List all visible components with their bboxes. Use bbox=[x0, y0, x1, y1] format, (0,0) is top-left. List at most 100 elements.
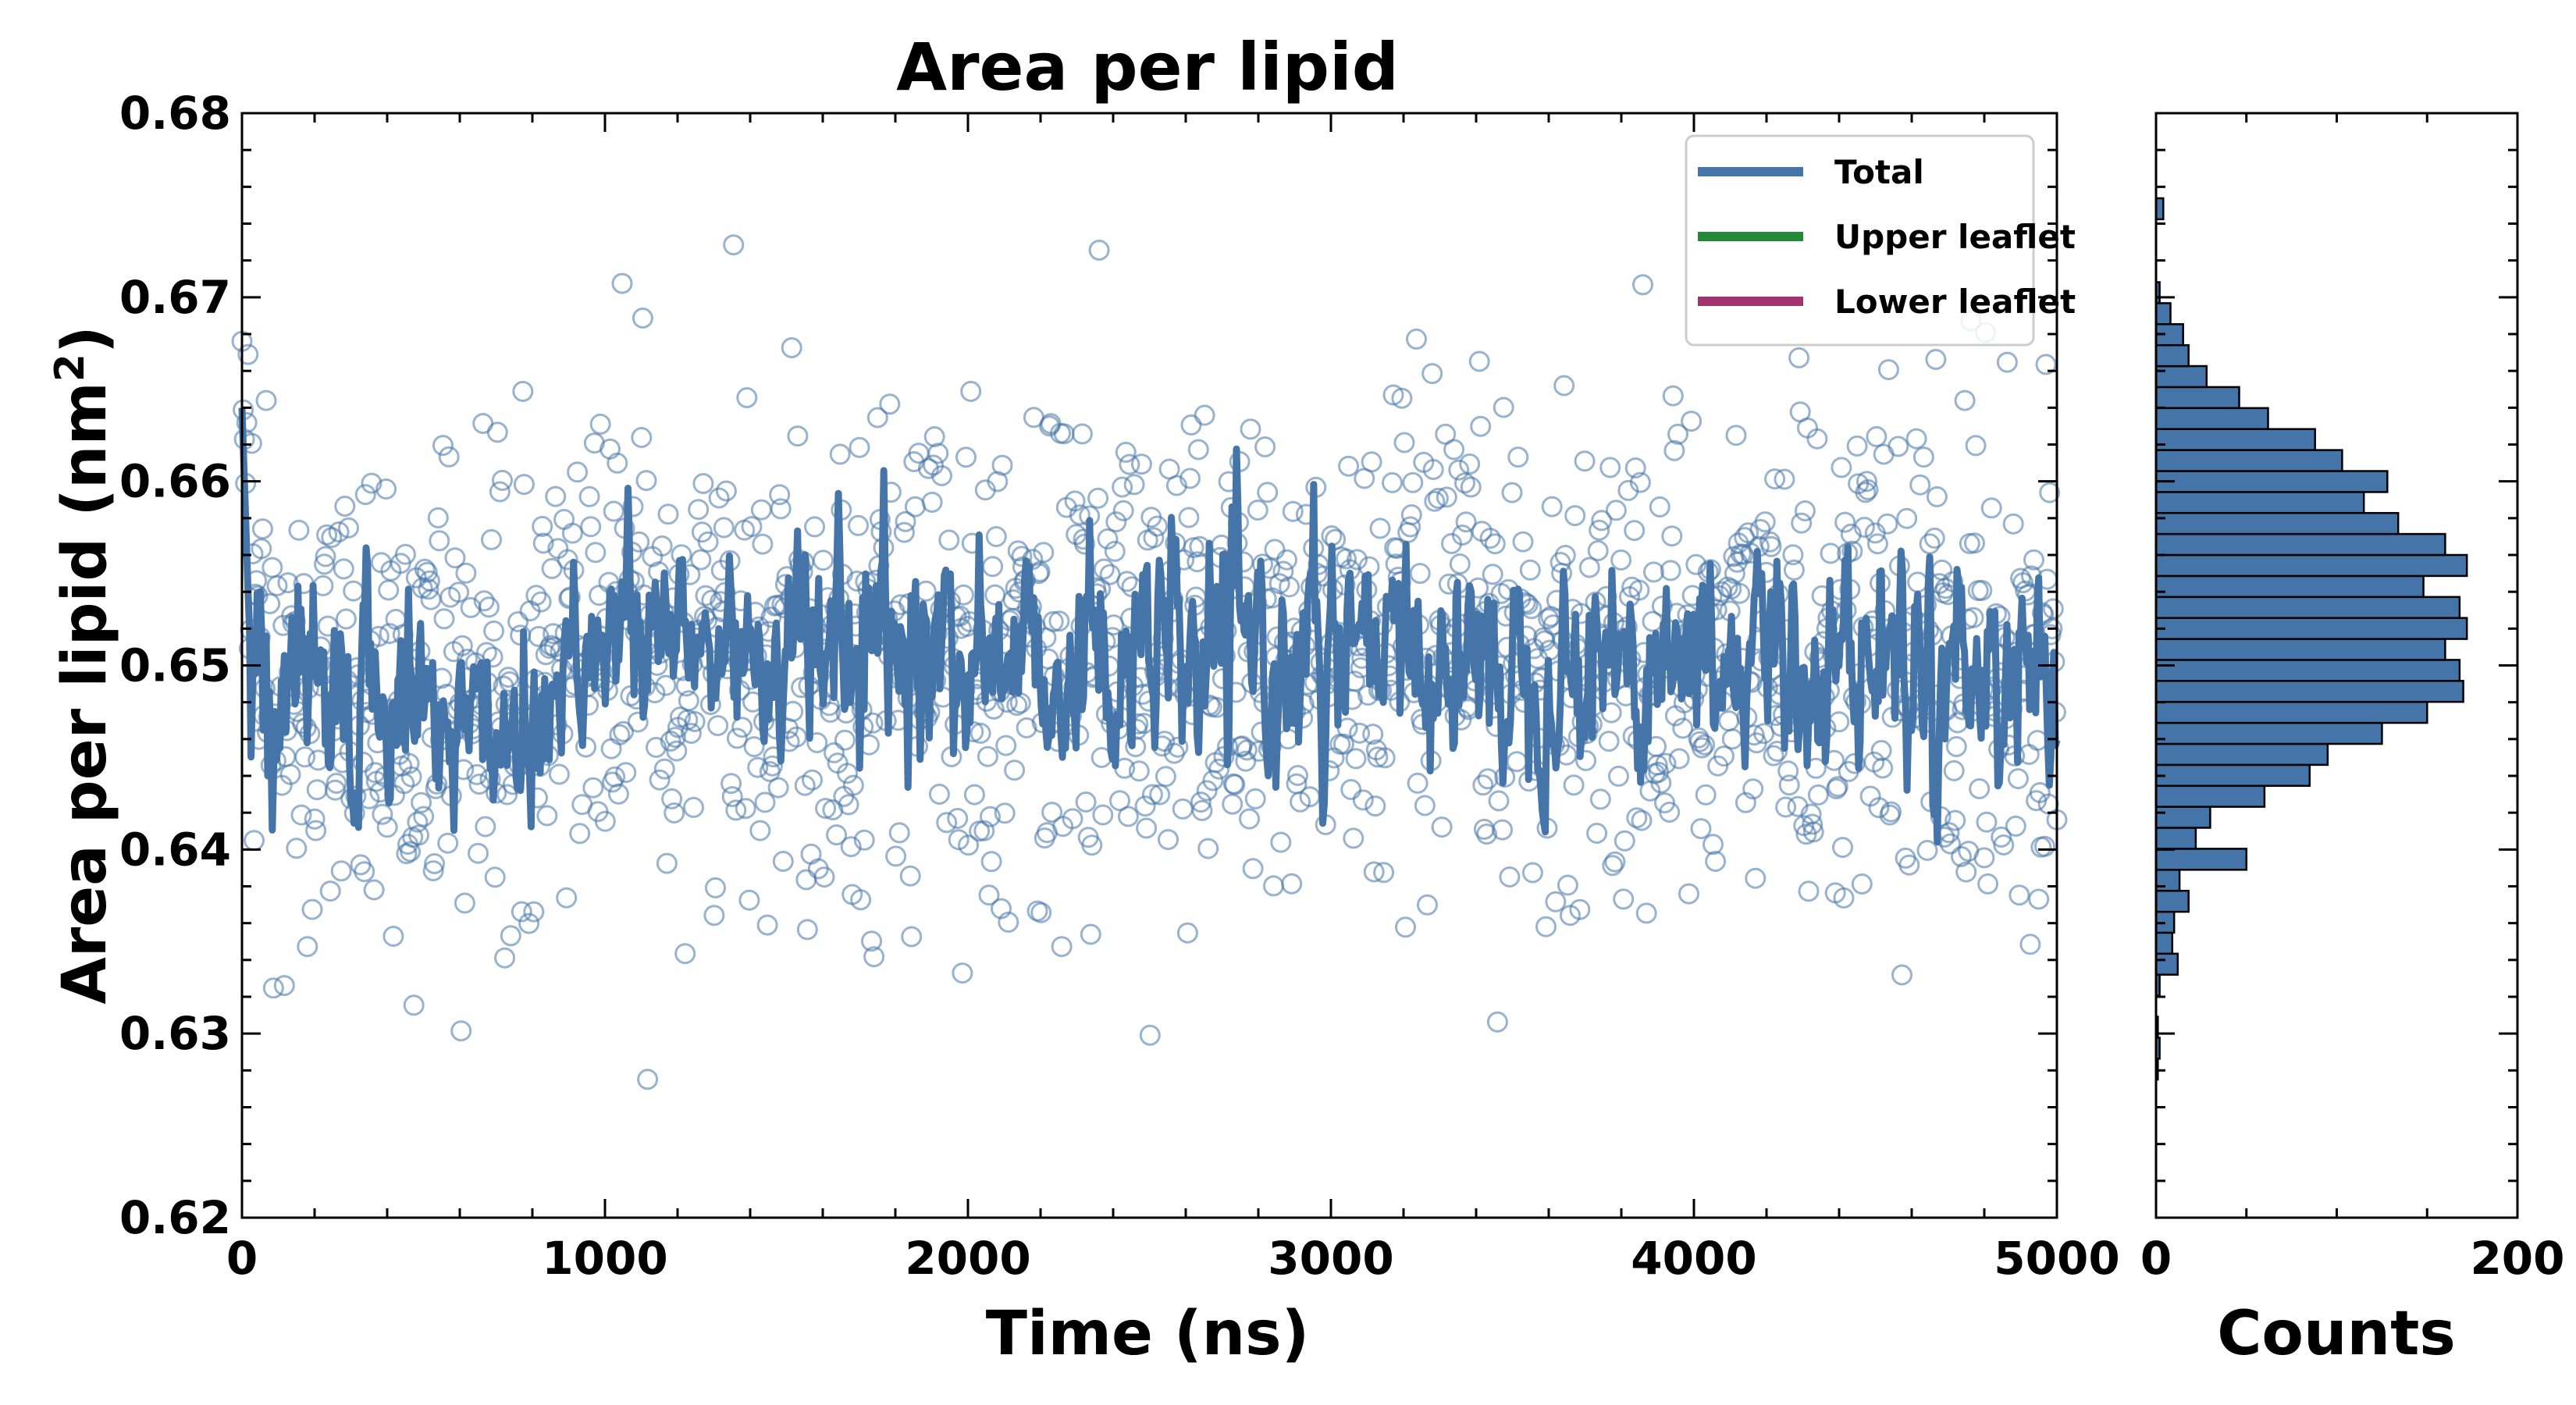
scatter-point bbox=[1919, 533, 1941, 555]
scatter-point bbox=[1244, 788, 1266, 809]
scatter-point bbox=[800, 843, 822, 865]
scatter-point bbox=[1242, 858, 1264, 880]
scatter-point bbox=[1112, 476, 1133, 498]
scatter-point bbox=[1563, 774, 1585, 796]
scatter-point bbox=[378, 579, 400, 601]
scatter-point bbox=[1888, 436, 1909, 457]
scatter-point bbox=[1240, 418, 1261, 440]
scatter-point bbox=[324, 779, 346, 801]
scatter-point bbox=[1598, 731, 1620, 752]
scatter-point bbox=[1729, 582, 1751, 604]
scatter-point bbox=[557, 549, 578, 571]
scatter-point bbox=[1421, 363, 1443, 385]
scatter-point bbox=[1519, 559, 1541, 581]
scatter-point bbox=[1087, 487, 1109, 509]
scatter-point bbox=[1856, 471, 1877, 493]
scatter-point bbox=[532, 515, 553, 537]
scatter-point bbox=[1194, 404, 1215, 426]
scatter-point bbox=[963, 784, 985, 806]
legend-box bbox=[1685, 134, 2035, 347]
scatter-point bbox=[815, 798, 837, 820]
scatter-point bbox=[1661, 525, 1683, 547]
scatter-point bbox=[1117, 806, 1139, 827]
scatter-point bbox=[333, 558, 354, 580]
scatter-point bbox=[507, 611, 529, 632]
scatter-point bbox=[1602, 855, 1624, 877]
scatter-point bbox=[1349, 722, 1371, 744]
scatter-point bbox=[1721, 728, 1743, 750]
scatter-point bbox=[1942, 571, 1964, 592]
scatter-point bbox=[611, 272, 633, 294]
scatter-point bbox=[1422, 459, 1444, 480]
scatter-point bbox=[1338, 455, 1360, 477]
scatter-point bbox=[1954, 389, 1976, 411]
scatter-point bbox=[1196, 780, 1218, 802]
scatter-point bbox=[326, 773, 347, 794]
scatter-point bbox=[936, 812, 958, 834]
x-tick-label: 4000 bbox=[1631, 1232, 1756, 1285]
histogram-bar bbox=[2154, 407, 2269, 430]
scatter-point bbox=[1224, 774, 1246, 795]
scatter-point bbox=[1460, 476, 1482, 498]
scatter-point bbox=[578, 486, 600, 507]
scatter-point bbox=[1965, 435, 1987, 457]
scatter-point bbox=[400, 841, 422, 863]
histogram-bar bbox=[2154, 931, 2174, 955]
scatter-point bbox=[603, 500, 624, 522]
scatter-point bbox=[796, 919, 818, 941]
scatter-point bbox=[569, 823, 591, 845]
scatter-point bbox=[895, 510, 916, 532]
scatter-point bbox=[301, 898, 323, 920]
scatter-point bbox=[1178, 507, 1200, 528]
scatter-point bbox=[1629, 471, 1651, 493]
scatter-point bbox=[1407, 772, 1429, 794]
scatter-point bbox=[1554, 545, 1576, 566]
scatter-point bbox=[394, 543, 416, 565]
scatter-point bbox=[761, 755, 783, 777]
scatter-point bbox=[955, 446, 977, 468]
scatter-point bbox=[1281, 873, 1303, 895]
scatter-point bbox=[1586, 823, 1608, 844]
scatter-point bbox=[1767, 741, 1788, 762]
scatter-point bbox=[382, 926, 404, 947]
scatter-point bbox=[991, 454, 1013, 476]
scatter-point bbox=[1692, 737, 1713, 759]
main-panel: 0 1000 2000 3000 4000 5000 0.62 0.63 0.64 0.65 0.6… bbox=[119, 87, 2120, 1285]
scatter-point bbox=[1347, 549, 1368, 571]
histogram-panel: 0 200 bbox=[2140, 112, 2565, 1285]
scatter-point bbox=[749, 820, 771, 841]
scatter-point bbox=[1097, 528, 1119, 550]
scatter-point bbox=[1909, 474, 1931, 496]
scatter-point bbox=[1042, 610, 1064, 632]
histogram-bar bbox=[2154, 511, 2400, 535]
scatter-point bbox=[1841, 540, 1863, 562]
scatter-point bbox=[707, 715, 729, 737]
scatter-point bbox=[1685, 553, 1707, 575]
scatter-point bbox=[1197, 838, 1219, 859]
scatter-point bbox=[622, 496, 644, 518]
scatter-point bbox=[1973, 847, 1995, 869]
scatter-point bbox=[1745, 867, 1767, 889]
scatter-point bbox=[1254, 436, 1276, 457]
scatter-point bbox=[609, 724, 631, 745]
scatter-point bbox=[1868, 797, 1890, 819]
scatter-point bbox=[1477, 768, 1499, 790]
scatter-point bbox=[2028, 888, 2050, 910]
scatter-point bbox=[806, 732, 828, 753]
scatter-point bbox=[297, 936, 318, 958]
scatter-point bbox=[657, 503, 679, 525]
scatter-point bbox=[1449, 553, 1471, 574]
scatter-point bbox=[840, 836, 862, 858]
scatter-point bbox=[478, 596, 500, 618]
scatter-point bbox=[1763, 745, 1784, 767]
scatter-point bbox=[1062, 808, 1083, 830]
scatter-point bbox=[1176, 922, 1198, 944]
scatter-point bbox=[785, 726, 807, 748]
histogram-bar bbox=[2154, 532, 2446, 557]
scatter-point bbox=[666, 740, 688, 762]
scatter-point bbox=[1499, 866, 1521, 887]
scatter-point bbox=[444, 547, 466, 569]
scatter-point bbox=[1343, 827, 1364, 849]
scatter-point bbox=[338, 517, 359, 539]
scatter-point bbox=[1064, 490, 1086, 512]
